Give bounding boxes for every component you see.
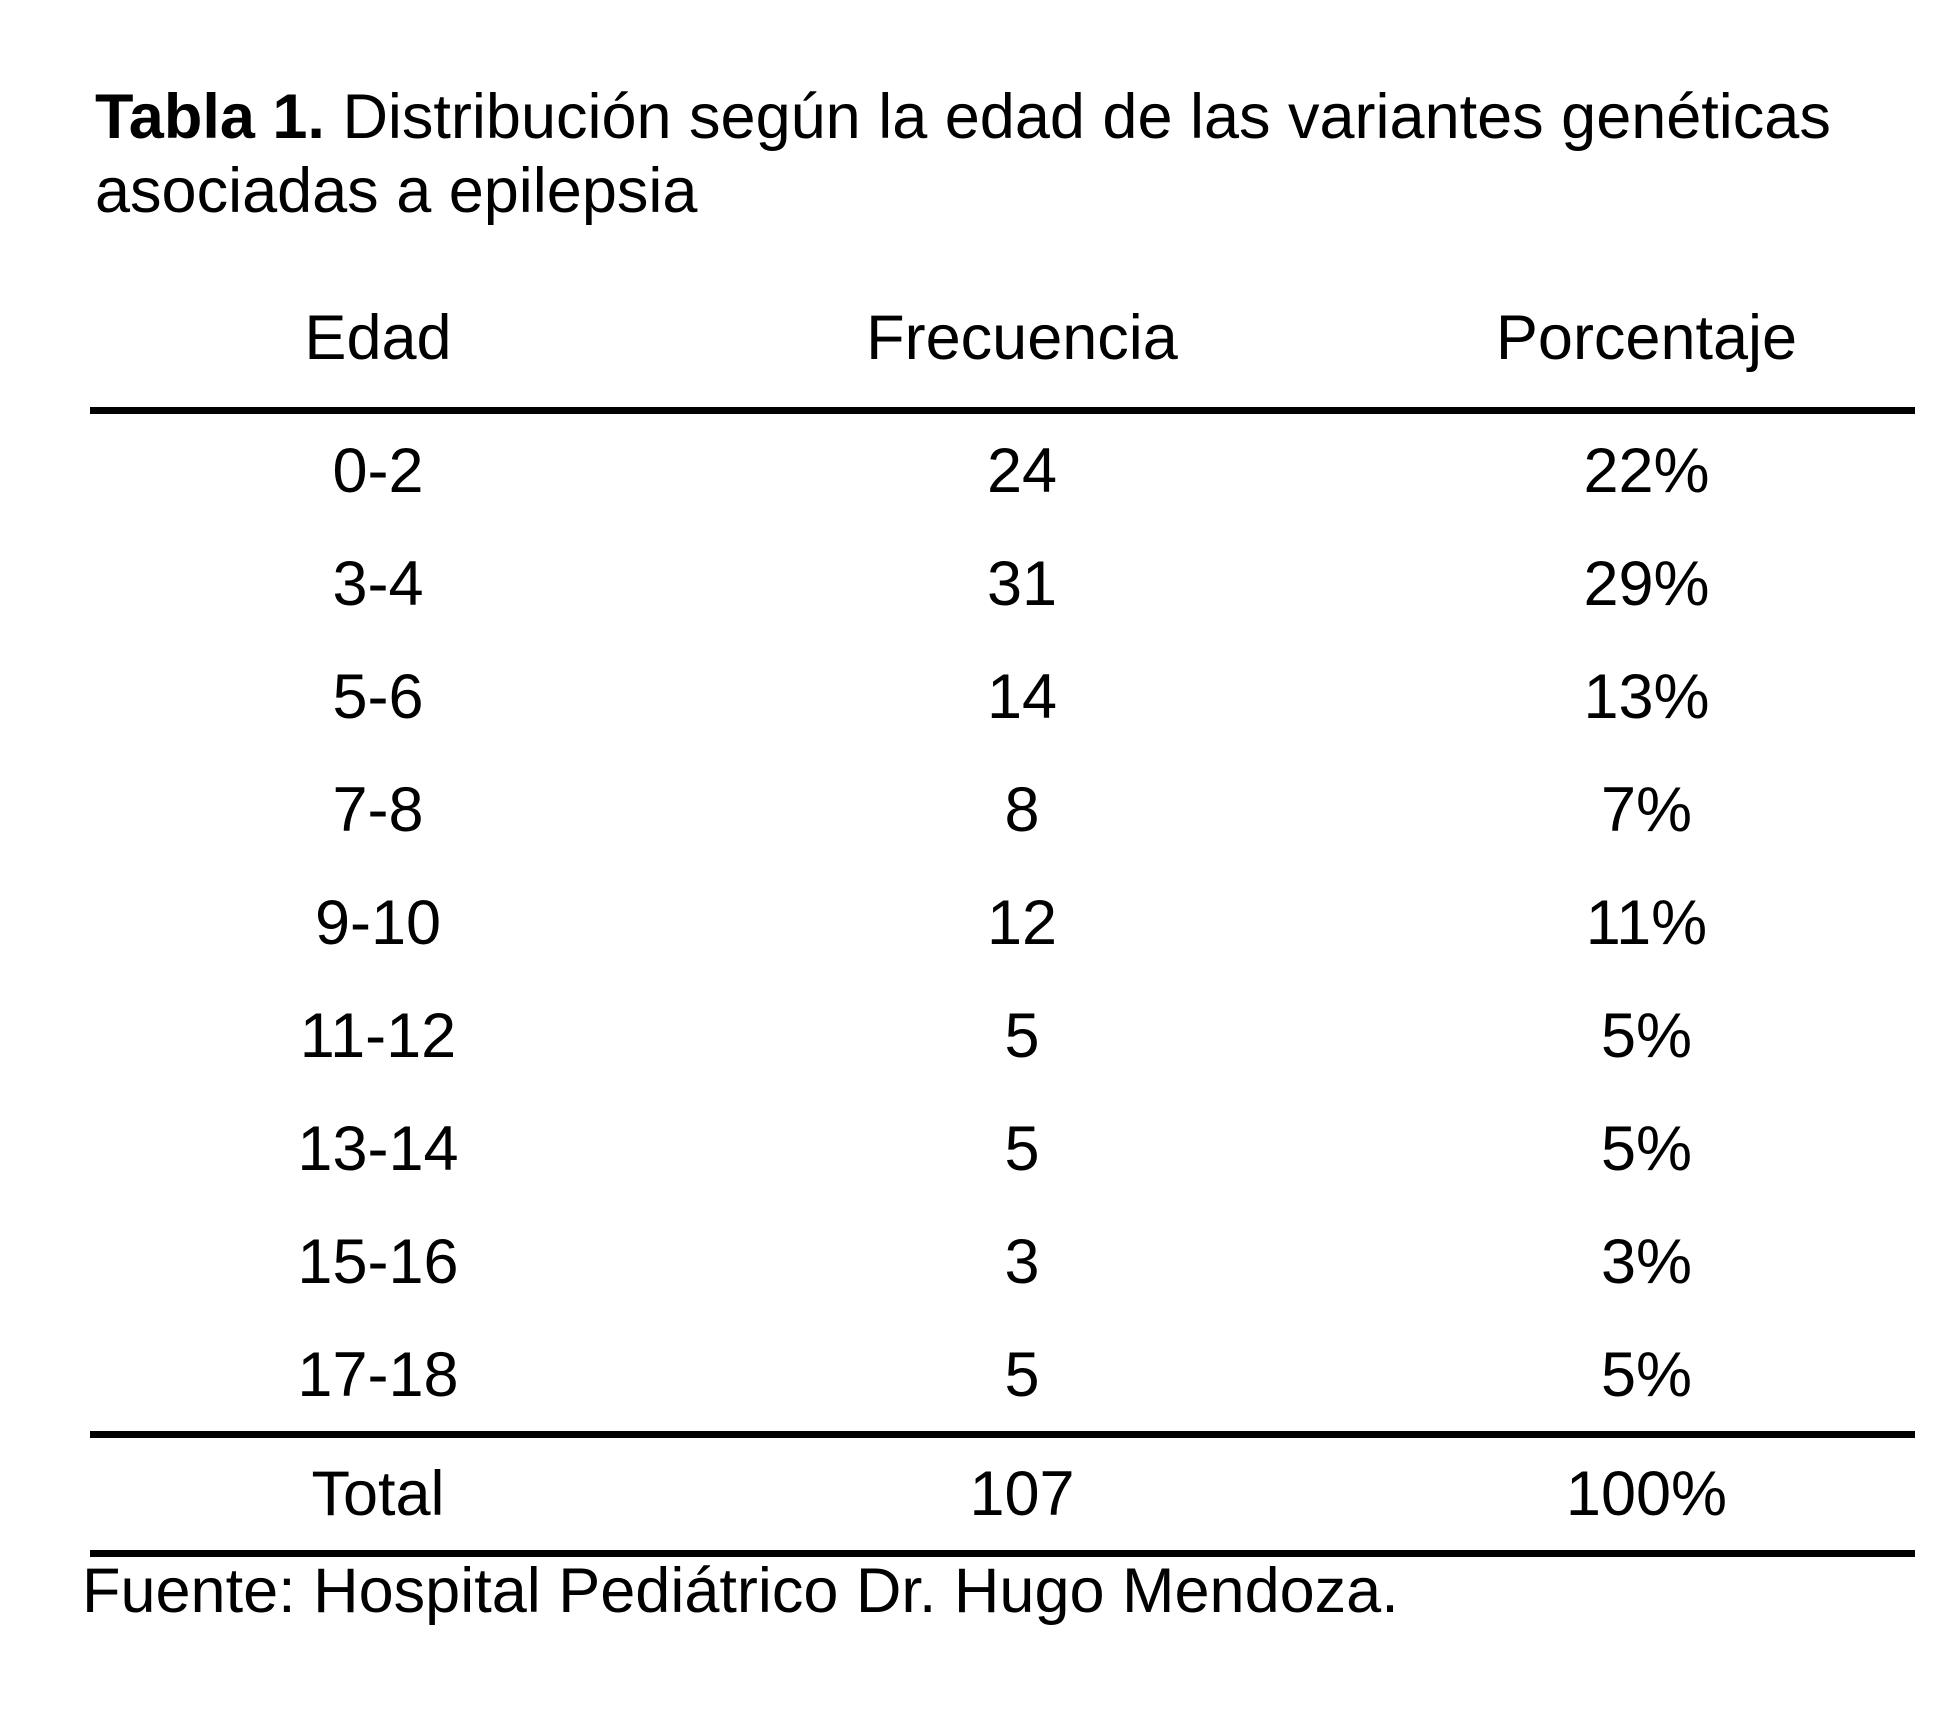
- cell-porcentaje: 29%: [1583, 548, 1710, 619]
- cell-porcentaje: 7%: [1600, 774, 1693, 845]
- cell-frecuencia: 5: [1004, 1113, 1040, 1184]
- table-title-text: Distribución según la edad de las varian…: [95, 82, 1831, 226]
- table-row: 15-16 3 3%: [90, 1205, 1915, 1318]
- cell-frecuencia: 5: [1004, 1339, 1040, 1410]
- table-title: Tabla 1. Distribución según la edad de l…: [95, 80, 1885, 228]
- cell-frecuencia: 12: [986, 887, 1058, 958]
- cell-edad: 0-2: [332, 435, 424, 506]
- cell-edad: 11-12: [299, 1000, 457, 1071]
- total-label: Total: [90, 1431, 666, 1557]
- table-row: 3-4 31 29%: [90, 527, 1915, 640]
- total-porcentaje: 100%: [1378, 1431, 1915, 1557]
- cell-porcentaje: 5%: [1600, 1339, 1693, 1410]
- total-frecuencia: 107: [666, 1431, 1378, 1557]
- cell-edad: 15-16: [297, 1226, 459, 1297]
- table-row: 13-14 5 5%: [90, 1092, 1915, 1205]
- cell-frecuencia: 5: [1004, 1000, 1040, 1071]
- table-row: 0-2 24 22%: [90, 411, 1915, 528]
- cell-porcentaje: 11%: [1585, 887, 1708, 958]
- header-row: Edad Frecuencia Porcentaje: [90, 268, 1915, 414]
- table-row: 17-18 5 5%: [90, 1318, 1915, 1435]
- cell-frecuencia: 24: [986, 435, 1058, 506]
- cell-frecuencia: 31: [986, 548, 1058, 619]
- table-row: 9-10 12 11%: [90, 866, 1915, 979]
- cell-porcentaje: 5%: [1600, 1000, 1693, 1071]
- cell-porcentaje: 3%: [1600, 1226, 1693, 1297]
- col-header-porcentaje: Porcentaje: [1378, 268, 1915, 414]
- cell-edad: 5-6: [332, 661, 424, 732]
- cell-edad: 9-10: [314, 887, 442, 958]
- cell-frecuencia: 3: [1004, 1226, 1040, 1297]
- table-title-label: Tabla 1.: [95, 82, 325, 152]
- table-row: 7-8 8 7%: [90, 753, 1915, 866]
- total-row: Total 107 100%: [90, 1431, 1915, 1557]
- table-row: 5-6 14 13%: [90, 640, 1915, 753]
- col-header-edad: Edad: [90, 268, 666, 414]
- cell-porcentaje: 13%: [1583, 661, 1710, 732]
- cell-edad: 7-8: [332, 774, 424, 845]
- cell-porcentaje: 22%: [1583, 435, 1710, 506]
- cell-edad: 3-4: [332, 548, 424, 619]
- cell-porcentaje: 5%: [1600, 1113, 1693, 1184]
- cell-frecuencia: 8: [1004, 774, 1040, 845]
- table-row: 11-12 5 5%: [90, 979, 1915, 1092]
- source-note: Fuente: Hospital Pediátrico Dr. Hugo Men…: [82, 1556, 1399, 1626]
- cell-edad: 13-14: [297, 1113, 459, 1184]
- distribution-table: Edad Frecuencia Porcentaje 0-2 24 22% 3-…: [90, 268, 1915, 1557]
- col-header-frecuencia: Frecuencia: [666, 268, 1378, 414]
- cell-edad: 17-18: [297, 1339, 459, 1410]
- cell-frecuencia: 14: [986, 661, 1058, 732]
